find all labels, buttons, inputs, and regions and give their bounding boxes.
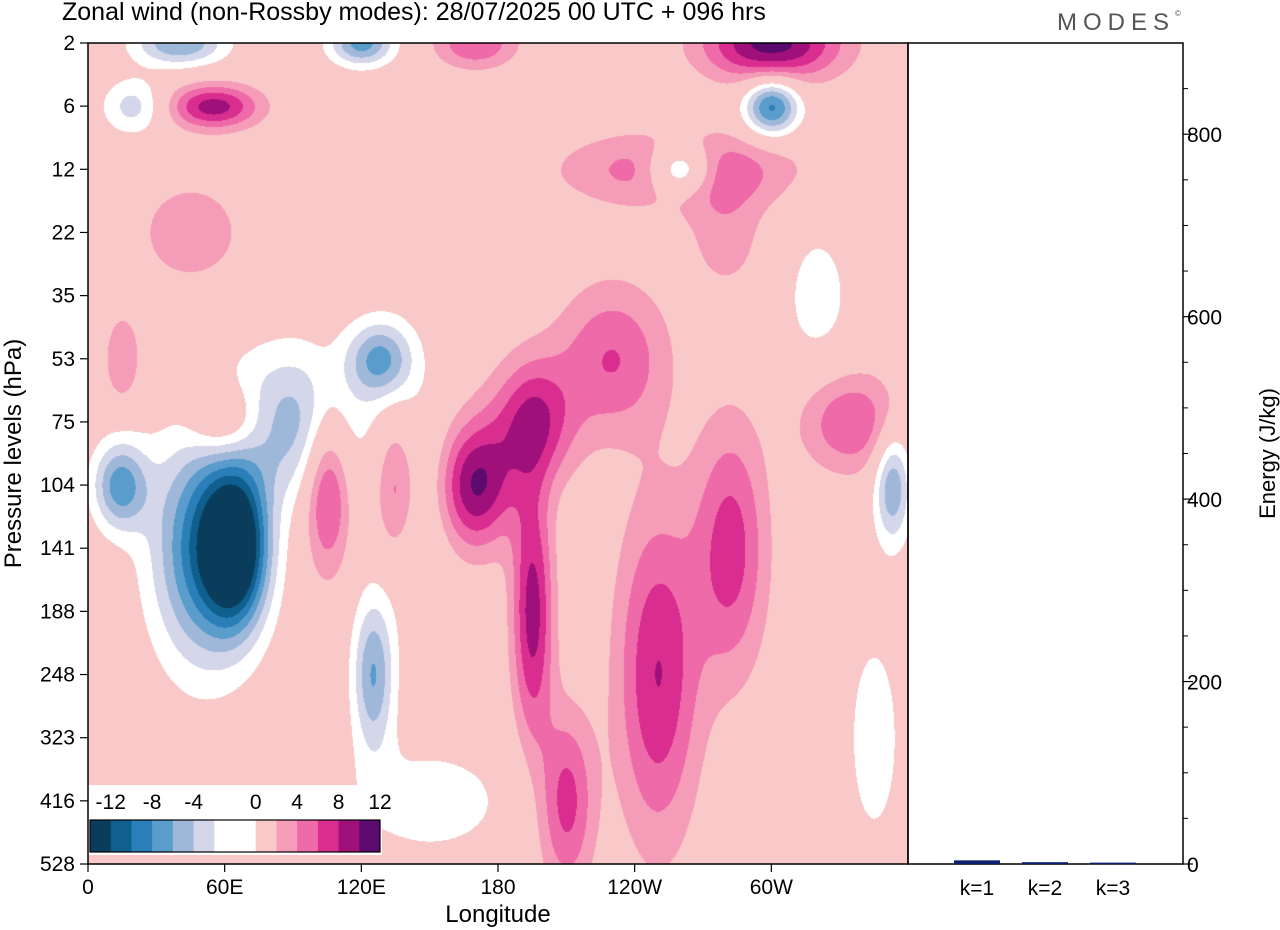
x-tick-label: 120E	[337, 876, 386, 899]
y-tick-label: 53	[52, 348, 75, 371]
colorbar-swatch	[90, 820, 112, 852]
energy-tick-label: 200	[1187, 672, 1222, 695]
y-tick-label: 2	[63, 32, 75, 55]
brand-logo: MODES©	[1057, 9, 1181, 37]
x-axis: 0 60E 120E 180 120W 60W	[82, 864, 793, 899]
y-tick-label: 75	[52, 411, 75, 434]
x-tick-label: 180	[480, 876, 515, 899]
energy-tick-label: 400	[1187, 489, 1222, 512]
brand-text: MODES	[1057, 9, 1176, 36]
y-axis-label: Pressure levels (hPa)	[0, 339, 27, 568]
colorbar-swatch	[214, 820, 236, 852]
y-tick-label: 528	[40, 853, 75, 876]
y-axis: 2 6 12 22 35 53 75 104 141 188 248 323 416 528	[40, 32, 88, 876]
energy-panel-frame	[907, 42, 1184, 865]
y-tick-label: 35	[52, 285, 75, 308]
brand-mark: ©	[1175, 9, 1181, 18]
energy-bars: k=1 k=2 k=3	[954, 860, 1136, 900]
x-tick-label: 60E	[206, 876, 243, 899]
y-tick-label: 416	[40, 790, 75, 813]
colorbar-swatch	[359, 820, 381, 852]
energy-bar	[1022, 862, 1068, 864]
colorbar-swatch	[152, 820, 174, 852]
colorbar-swatch	[110, 820, 132, 852]
colorbar-swatch	[276, 820, 298, 852]
y-tick-label: 141	[40, 537, 75, 560]
y-tick-label: 104	[40, 474, 75, 497]
heatmap-field	[88, 43, 908, 864]
colorbar: -12 -8 -4 0 4 8 12	[88, 785, 392, 855]
y-tick-label: 12	[52, 158, 75, 181]
y-tick-label: 248	[40, 664, 75, 687]
colorbar-label: 0	[250, 791, 262, 814]
colorbar-swatch	[317, 820, 340, 852]
colorbar-label: -4	[184, 791, 203, 814]
colorbar-label: 4	[291, 791, 303, 814]
energy-axis-label: Energy (J/kg)	[1255, 388, 1280, 519]
colorbar-label: 12	[368, 791, 391, 814]
y-tick-label: 6	[63, 95, 75, 118]
energy-bar-label: k=3	[1096, 877, 1130, 900]
colorbar-label: -8	[143, 791, 162, 814]
page-title: Zonal wind (non-Rossby modes): 28/07/202…	[62, 0, 766, 26]
energy-bar-label: k=2	[1028, 877, 1062, 900]
energy-bar	[954, 860, 1000, 864]
colorbar-frame	[89, 819, 381, 853]
colorbar-swatch	[235, 820, 257, 852]
y-tick-label: 188	[40, 600, 75, 623]
colorbar-label: -12	[96, 791, 126, 814]
colorbar-swatch	[193, 820, 215, 852]
energy-bar-label: k=1	[960, 877, 994, 900]
x-tick-label: 0	[82, 876, 94, 899]
energy-bar	[1090, 862, 1136, 865]
colorbar-swatch	[338, 820, 360, 852]
x-axis-label: Longitude	[445, 901, 550, 928]
colorbar-label: 8	[333, 791, 345, 814]
colorbar-swatch	[255, 820, 277, 852]
energy-tick-label: 0	[1187, 854, 1199, 877]
y-tick-label: 22	[52, 221, 75, 244]
x-tick-label: 60W	[750, 876, 793, 899]
x-tick-label: 120W	[607, 876, 662, 899]
colorbar-swatch	[131, 820, 153, 852]
y-tick-label: 323	[40, 727, 75, 750]
energy-axis: 0 200 400 600 800	[1183, 88, 1222, 877]
energy-tick-label: 800	[1187, 124, 1222, 147]
colorbar-swatch	[297, 820, 319, 852]
energy-tick-label: 600	[1187, 307, 1222, 330]
colorbar-swatch	[172, 820, 195, 852]
